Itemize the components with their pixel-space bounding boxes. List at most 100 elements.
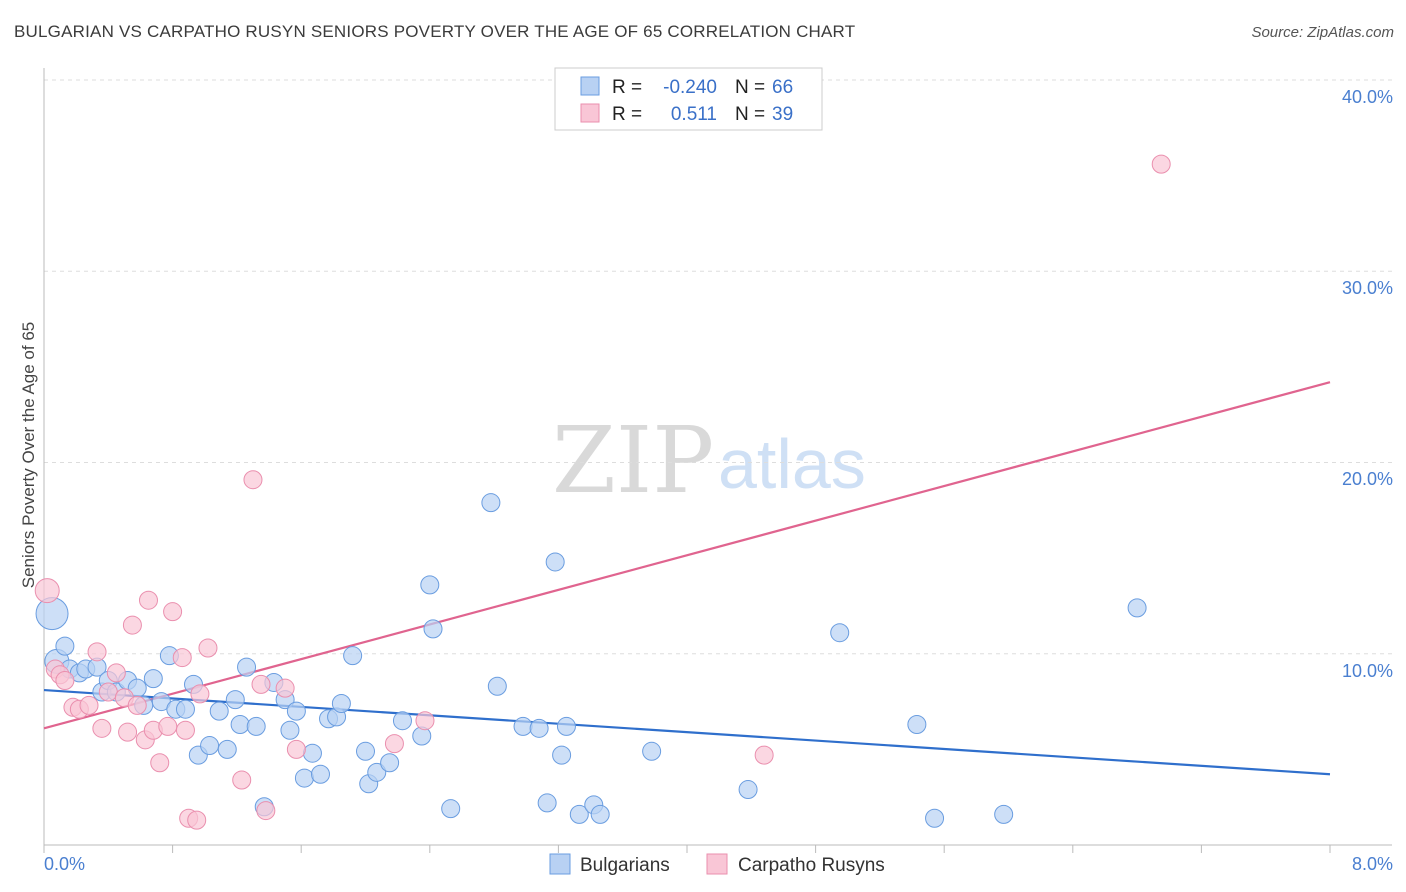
point-bulgarians [441,799,461,819]
point-bulgarians [907,715,927,735]
trend-layer [43,381,1331,776]
point-bulgarians [412,726,432,746]
watermark-zip: ZIP [552,407,714,514]
chart-title: BULGARIAN VS CARPATHO RUSYN SENIORS POVE… [14,22,856,41]
point-bulgarians [175,699,195,719]
point-bulgarians [230,715,250,735]
correlation-legend: R = -0.240 N = 66 R = 0.511 N = 39 [554,67,823,131]
point-bulgarians [246,716,266,736]
point-bulgarians [590,804,610,824]
point-carpatho-rusyns [172,648,192,668]
y-axis-label: Seniors Poverty Over the Age of 65 [19,322,38,588]
legend-n-label-1: N = [735,104,765,125]
point-bulgarians [200,736,220,756]
point-bulgarians [217,739,237,759]
grid-layer [44,79,1392,655]
trendline-carpatho-rusyns [43,381,1331,730]
point-bulgarians [143,669,163,689]
point-bulgarians [420,575,440,595]
point-bulgarians [513,716,533,736]
point-bulgarians [302,743,322,763]
legend-r-value-1: 0.511 [671,104,717,125]
point-carpatho-rusyns [92,718,112,738]
point-bulgarians [487,676,507,696]
y-tick-label-10: 10.0% [1342,661,1393,681]
watermark-atlas: atlas [718,425,866,503]
point-bulgarians [738,780,758,800]
point-carpatho-rusyns [127,695,147,715]
point-bulgarians [423,619,443,639]
point-carpatho-rusyns [106,663,126,683]
legend-n-label-0: N = [735,77,765,98]
point-bulgarians [294,768,314,788]
point-carpatho-rusyns [150,753,170,773]
point-bulgarians [994,804,1014,824]
point-bulgarians [367,762,387,782]
point-bulgarians [481,493,501,513]
point-bulgarians [392,711,412,731]
point-carpatho-rusyns [754,745,774,765]
point-bulgarians [380,753,400,773]
series-legend-label-bulgarians: Bulgarians [580,855,670,876]
series-legend-swatch-carpatho-rusyns [706,853,728,875]
legend-n-value-1: 39 [772,104,793,125]
axis-layer [43,68,1392,853]
point-bulgarians [280,720,300,740]
x-tick-label-min: 0.0% [44,854,85,874]
point-bulgarians [331,693,351,713]
x-tick-label-max: 8.0% [1352,854,1393,874]
point-carpatho-rusyns [384,734,404,754]
point-carpatho-rusyns [34,578,60,604]
point-bulgarians [569,804,589,824]
series-legend: Bulgarians Carpatho Rusyns [549,853,885,876]
point-bulgarians [529,718,549,738]
point-bulgarians [1127,598,1147,618]
point-bulgarians [552,745,572,765]
point-carpatho-rusyns [187,810,207,830]
point-carpatho-rusyns [122,615,142,635]
legend-swatch-bulgarians [580,76,600,96]
point-carpatho-rusyns [275,678,295,698]
point-carpatho-rusyns [158,716,178,736]
point-carpatho-rusyns [98,682,118,702]
point-bulgarians [35,597,69,631]
point-carpatho-rusyns [243,470,263,490]
point-carpatho-rusyns [251,674,271,694]
point-carpatho-rusyns [256,801,276,821]
legend-r-label-1: R = [612,104,642,125]
legend-swatch-carpatho-rusyns [580,103,600,123]
point-bulgarians [642,741,662,761]
point-bulgarians [310,764,330,784]
point-bulgarians [356,741,375,761]
point-bulgarians [830,623,850,643]
point-bulgarians [537,793,557,813]
trendline-bulgarians [43,688,1331,776]
point-carpatho-rusyns [190,684,210,704]
y-tick-label-40: 40.0% [1342,87,1393,107]
point-bulgarians [545,552,565,572]
point-bulgarians [237,657,257,677]
point-bulgarians [925,808,945,828]
point-bulgarians [55,636,75,656]
point-bulgarians [286,701,306,721]
legend-r-label-0: R = [612,77,642,98]
point-carpatho-rusyns [1151,154,1171,174]
y-tick-label-20: 20.0% [1342,469,1393,489]
point-carpatho-rusyns [415,711,435,731]
point-carpatho-rusyns [55,671,75,691]
point-carpatho-rusyns [138,590,158,610]
point-carpatho-rusyns [118,722,138,742]
series-legend-swatch-bulgarians [549,853,571,875]
point-carpatho-rusyns [163,602,183,622]
point-carpatho-rusyns [175,720,195,740]
point-carpatho-rusyns [87,642,107,662]
point-bulgarians [556,716,576,736]
point-carpatho-rusyns [198,638,218,658]
point-layer [34,154,1171,830]
point-bulgarians [225,690,245,710]
y-tick-label-30: 30.0% [1342,278,1393,298]
legend-r-value-0: -0.240 [663,77,717,98]
source-label: Source: ZipAtlas.com [1251,24,1394,41]
point-bulgarians [209,701,229,721]
